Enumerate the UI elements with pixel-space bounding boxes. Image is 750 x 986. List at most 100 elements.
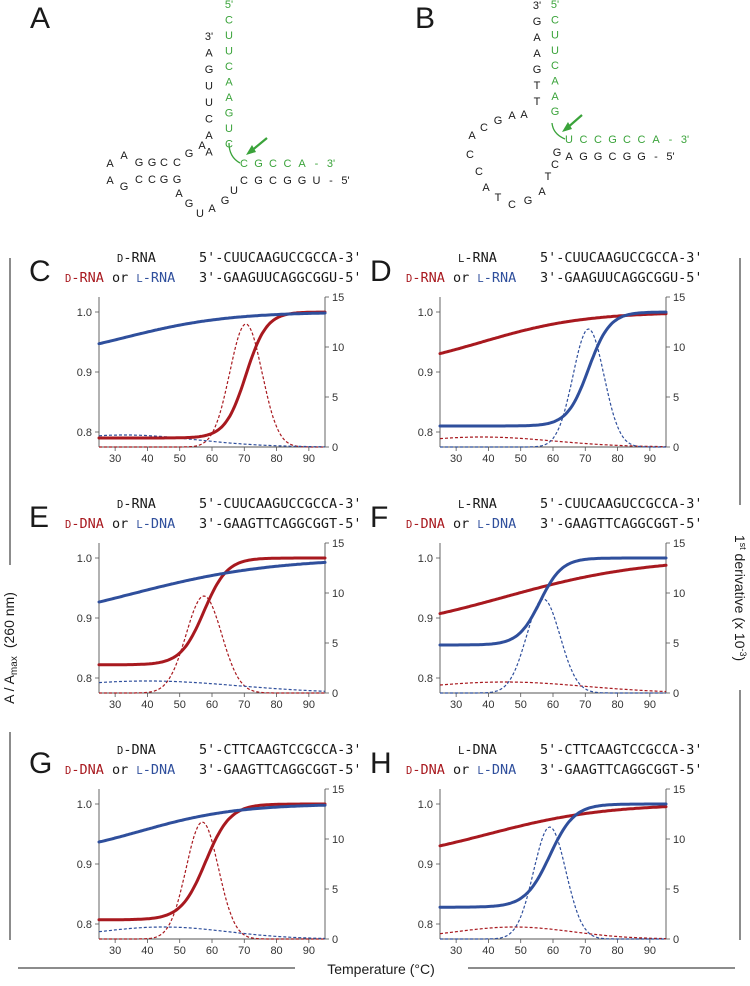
y-axis-label-sub: max bbox=[9, 656, 20, 675]
melting-panels: C D-RNA 5'-CUUCAAGUCCGCCA-3'D-RNA or L-RNA… bbox=[29, 250, 703, 957]
x-tick-label: 50 bbox=[515, 945, 527, 957]
nt-a-loop-top: A bbox=[120, 150, 128, 162]
derivative-curve-blue bbox=[440, 598, 666, 694]
x-tick-label: 60 bbox=[206, 453, 218, 465]
panel-label-b: B bbox=[415, 2, 435, 35]
nt-b-stem: A bbox=[533, 48, 541, 60]
nt-b-loop: C bbox=[551, 159, 559, 171]
panel-label: D bbox=[370, 255, 392, 288]
red-strand-prefix: D bbox=[65, 519, 71, 531]
strand-line-1: D-RNA bbox=[117, 496, 156, 512]
melting-curve-blue bbox=[97, 311, 327, 346]
nt-b-green-right: A bbox=[652, 134, 660, 146]
nt-a-bottom-right: C bbox=[240, 175, 248, 187]
derivative-curve-blue bbox=[98, 434, 325, 448]
y2-tick-label: 10 bbox=[332, 588, 344, 600]
strand-1-prefix: D bbox=[117, 253, 123, 265]
x-tick-label: 60 bbox=[206, 945, 218, 957]
red-strand-name: -DNA bbox=[412, 762, 445, 778]
y-axis-label-unit: (260 nm) bbox=[1, 592, 17, 648]
nt-a-stem: G bbox=[205, 64, 214, 76]
nt-b-stem: A bbox=[533, 32, 541, 44]
y-tick-label: 0.9 bbox=[418, 367, 433, 379]
strand-1-sequence: 5'-CUUCAAGUCCGCCA-3' bbox=[540, 496, 703, 512]
strand-1-name: -RNA bbox=[123, 496, 156, 512]
nt-a-loop-bottom: G bbox=[120, 181, 129, 193]
x-tick-label: 70 bbox=[579, 453, 591, 465]
strand-1-prefix: L bbox=[458, 745, 464, 757]
nt-b-green-right: C bbox=[594, 134, 602, 146]
strand-1-sequence: 5'-CUUCAAGUCCGCCA-3' bbox=[540, 250, 703, 266]
cleavage-arrow-head-b bbox=[562, 122, 572, 132]
nt-a-stem: A bbox=[205, 48, 213, 60]
red-strand-name: -RNA bbox=[412, 270, 445, 286]
nt-b-loop: C bbox=[475, 166, 483, 178]
panel-d: D L-RNA 5'-CUUCAAGUCCGCCA-3'D-RNA or L-RNA… bbox=[370, 250, 703, 465]
x-tick-label: 30 bbox=[109, 453, 121, 465]
panel-label-a: A bbox=[30, 2, 50, 35]
nt-a-stem: U bbox=[205, 97, 213, 109]
nt-a-loop-bottom: U bbox=[196, 208, 204, 220]
strand-1-name: -DNA bbox=[123, 742, 156, 758]
nt-b-loop: T bbox=[495, 192, 502, 204]
derivative-curve-red bbox=[99, 595, 325, 694]
nt-a-green-top: A bbox=[225, 77, 233, 89]
melting-curve-red bbox=[97, 802, 327, 922]
nt-a-loop-bottom: A bbox=[106, 175, 114, 187]
nt-b-bottom-right: G bbox=[594, 151, 603, 163]
strand-line-2: D-DNA or L-DNA bbox=[65, 762, 175, 778]
x-tick-label: 40 bbox=[482, 453, 494, 465]
melting-curve-red bbox=[438, 563, 668, 616]
nt-b-loop: T bbox=[545, 171, 552, 183]
nt-a-loop-top: G bbox=[185, 148, 194, 160]
panel-h: H L-DNA 5'-CTTCAAGTCCGCCA-3'D-DNA or L-DNA… bbox=[370, 742, 703, 957]
x-tick-label: 70 bbox=[238, 699, 250, 711]
y-tick-label: 0.8 bbox=[418, 427, 433, 439]
y-tick-label: 0.8 bbox=[77, 919, 92, 931]
nt-a-stem: 3' bbox=[205, 31, 213, 43]
y2-tick-label: 0 bbox=[673, 688, 679, 700]
nt-b-bottom-right: 5' bbox=[666, 151, 674, 163]
x-tick-label: 70 bbox=[238, 453, 250, 465]
x-tick-label: 50 bbox=[174, 453, 186, 465]
nt-a-green-top: C bbox=[225, 61, 233, 73]
strand-1-sequence: 5'-CUUCAAGUCCGCCA-3' bbox=[199, 250, 362, 266]
x-tick-label: 80 bbox=[611, 699, 623, 711]
blue-strand-prefix: L bbox=[477, 273, 483, 285]
x-tick-label: 30 bbox=[450, 453, 462, 465]
nt-a-loop-bottom: G bbox=[185, 198, 194, 210]
y2-tick-label: 10 bbox=[673, 588, 685, 600]
cleavage-arrow-head-a bbox=[246, 145, 256, 155]
nt-b-stem: G bbox=[533, 16, 542, 28]
nt-b-bottom-right: G bbox=[637, 151, 646, 163]
strand-2-sequence: 3'-GAAGTTCAGGCGGT-5' bbox=[540, 516, 703, 532]
y-tick-label: 0.8 bbox=[418, 919, 433, 931]
nt-b-bottom-right: - bbox=[654, 151, 658, 163]
blue-strand-name: -DNA bbox=[484, 516, 517, 532]
melting-curve-red bbox=[438, 312, 668, 356]
x-tick-label: 40 bbox=[482, 945, 494, 957]
x-tick-label: 50 bbox=[174, 945, 186, 957]
y2-tick-label: 15 bbox=[673, 538, 685, 550]
nt-a-loop-top: A bbox=[198, 140, 206, 152]
y-tick-label: 0.9 bbox=[77, 613, 92, 625]
melting-curve-blue bbox=[97, 803, 327, 844]
strand-1-name: -RNA bbox=[123, 250, 156, 266]
nt-b-bottom-right: C bbox=[609, 151, 617, 163]
right-axis-label-rest: derivative (x 10 bbox=[732, 550, 748, 649]
red-strand-name: -DNA bbox=[71, 762, 104, 778]
blue-strand-name: -RNA bbox=[484, 270, 517, 286]
y-tick-label: 0.9 bbox=[418, 613, 433, 625]
nt-a-bottom-right: G bbox=[298, 175, 307, 187]
nt-b-green-top: G bbox=[551, 106, 560, 118]
y-tick-label: 1.0 bbox=[77, 799, 92, 811]
x-tick-label: 90 bbox=[303, 453, 315, 465]
x-tick-label: 60 bbox=[547, 945, 559, 957]
nt-b-green-right: U bbox=[565, 134, 573, 146]
or-word: or bbox=[445, 516, 478, 532]
blue-strand-name: -DNA bbox=[484, 762, 517, 778]
nt-b-loop: A bbox=[538, 186, 546, 198]
blue-strand-prefix: L bbox=[136, 273, 142, 285]
nt-a-green-top: U bbox=[225, 123, 233, 135]
